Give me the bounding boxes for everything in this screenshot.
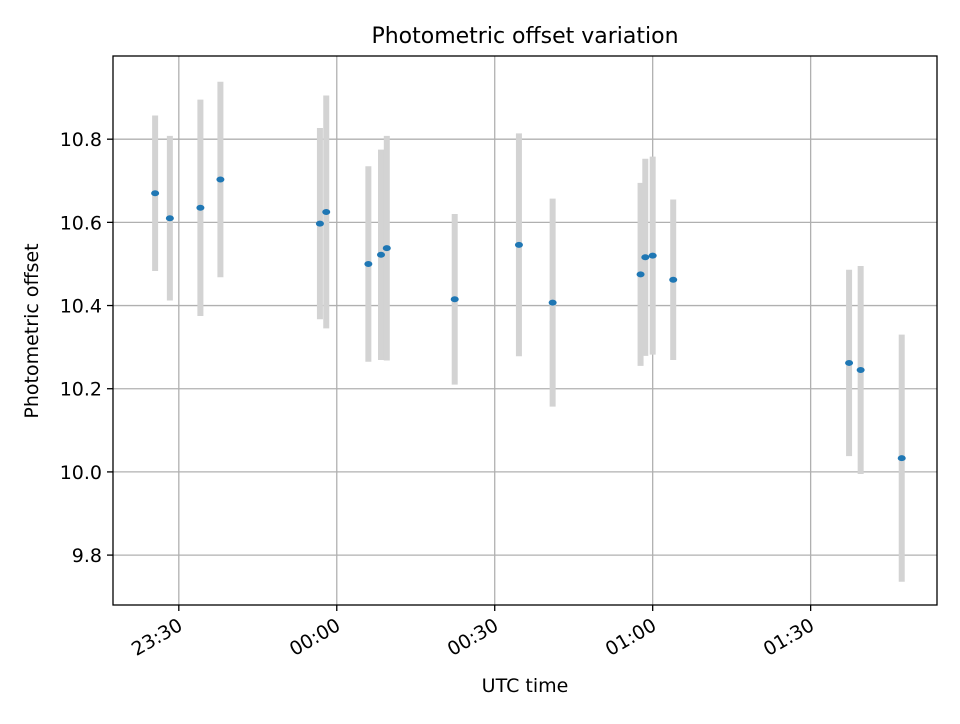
data-point [897, 455, 906, 462]
y-axis-label: Photometric offset [21, 243, 43, 418]
data-point [165, 215, 174, 222]
data-point [382, 245, 391, 252]
data-point [450, 296, 459, 303]
y-tick-label: 10.6 [60, 212, 102, 234]
y-tick-label: 10.0 [60, 462, 102, 484]
data-point [548, 299, 557, 306]
y-tick-label: 9.8 [72, 545, 102, 567]
data-point [376, 251, 385, 258]
point-layer [151, 176, 906, 462]
y-tick-label: 10.4 [60, 296, 102, 318]
data-point [856, 367, 865, 374]
data-point [315, 220, 324, 227]
grid-layer [113, 56, 937, 605]
data-point [669, 276, 678, 283]
data-point [322, 208, 331, 215]
data-point [636, 271, 645, 278]
data-point [196, 204, 205, 211]
data-point [641, 254, 650, 261]
data-point [845, 359, 854, 366]
x-axis-label: UTC time [482, 675, 569, 697]
data-point [648, 252, 657, 259]
y-tick-label: 10.8 [60, 129, 102, 151]
y-tick-label: 10.2 [60, 379, 102, 401]
plot-frame [112, 55, 938, 606]
data-point [514, 241, 523, 248]
chart-title: Photometric offset variation [371, 24, 678, 49]
data-point [151, 190, 160, 197]
data-point [216, 176, 225, 183]
data-point [364, 260, 373, 267]
